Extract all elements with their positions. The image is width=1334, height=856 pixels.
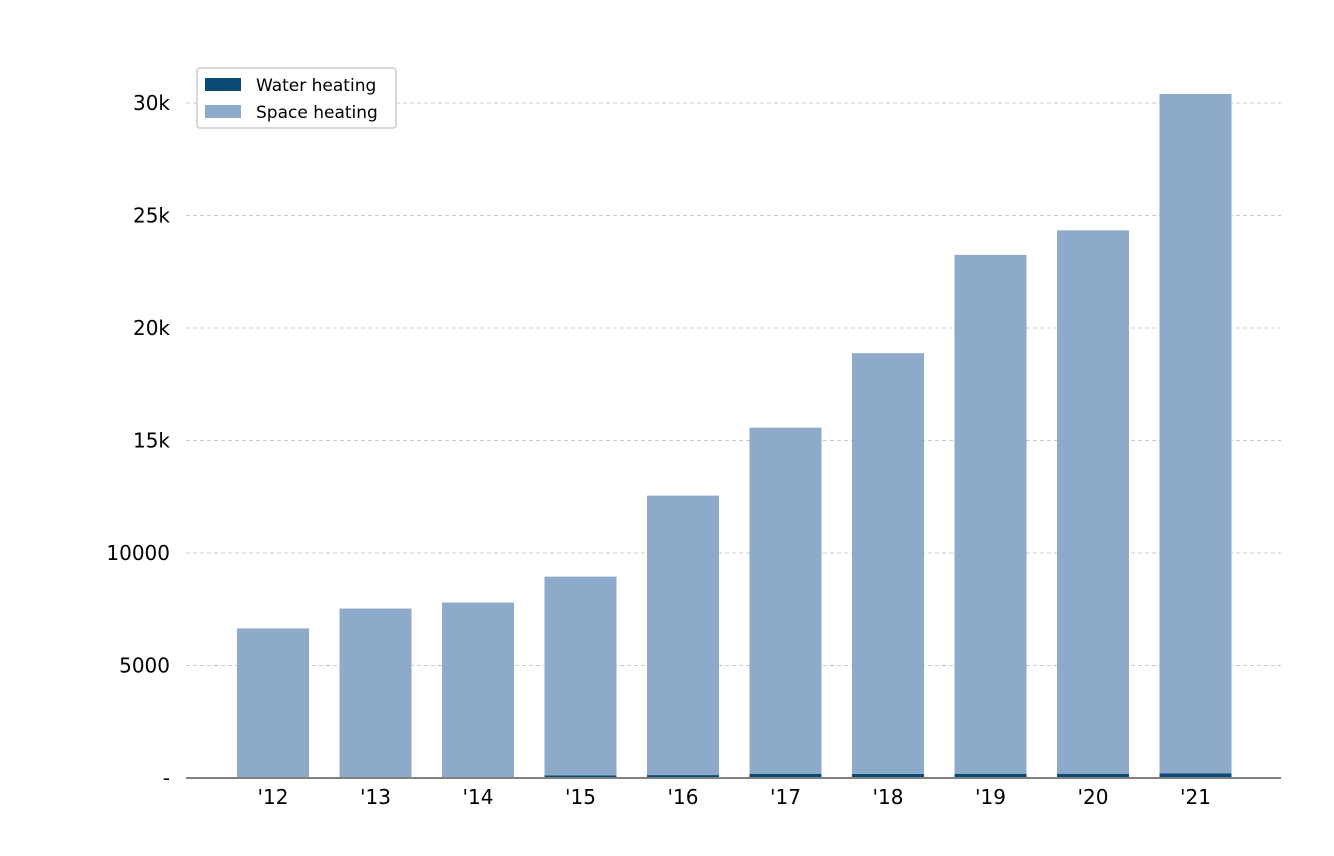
y-tick-label: 20k: [133, 316, 170, 340]
x-tick-label: '19: [975, 785, 1006, 809]
legend-frame: [196, 67, 397, 129]
legend-label-space-heating: Space heating: [256, 103, 378, 123]
y-tick-label: 30k: [133, 91, 170, 115]
bar-space-heating: [1057, 230, 1129, 774]
y-tick-label: -: [163, 766, 170, 790]
bar-water-heating: [544, 775, 617, 778]
x-tick-label: '21: [1180, 785, 1211, 809]
bar-water-heating: [1159, 773, 1232, 778]
bar-water-heating: [1057, 773, 1129, 778]
bar-space-heating: [1159, 94, 1232, 774]
bar-water-heating: [647, 775, 719, 778]
bar-space-heating: [339, 608, 412, 778]
y-tick-label: 5000: [119, 654, 170, 678]
legend-swatch-space-heating: [205, 105, 241, 118]
bar-space-heating: [954, 254, 1027, 774]
legend: Water heating Space heating: [196, 67, 397, 129]
x-tick-label: '12: [258, 785, 289, 809]
x-tick-label: '16: [668, 785, 699, 809]
bar-space-heating: [749, 427, 822, 774]
y-tick-label: 25k: [133, 204, 170, 228]
bar-water-heating: [852, 773, 924, 778]
x-tick-label: '17: [770, 785, 801, 809]
y-axis-tick-labels: - 5000 10000 15k 20k 25k 30k: [106, 91, 170, 790]
y-tick-label: 10000: [106, 541, 170, 565]
bar-space-heating: [544, 576, 617, 776]
x-tick-label: '18: [873, 785, 904, 809]
legend-label-water-heating: Water heating: [256, 76, 376, 96]
x-axis-tick-labels: '12 '13 '14 '15 '16 '17 '18 '19 '20 '21: [258, 785, 1211, 809]
bar-space-heating: [852, 353, 924, 774]
legend-swatch-water-heating: [205, 78, 241, 91]
bar-water-heating: [749, 773, 822, 778]
x-tick-label: '14: [463, 785, 494, 809]
bar-water-heating: [954, 773, 1027, 778]
x-tick-label: '15: [565, 785, 596, 809]
y-tick-label: 15k: [133, 429, 170, 453]
bar-space-heating: [442, 602, 514, 778]
x-tick-label: '13: [360, 785, 391, 809]
bar-space-heating: [237, 628, 309, 778]
bar-space-heating: [647, 495, 719, 776]
bars: [237, 94, 1232, 778]
x-tick-label: '20: [1078, 785, 1109, 809]
